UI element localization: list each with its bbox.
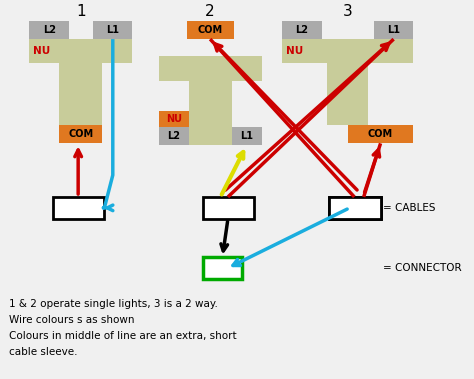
- Bar: [189, 81, 232, 145]
- Bar: [282, 39, 413, 63]
- Bar: [159, 56, 262, 81]
- Text: L1: L1: [387, 25, 400, 35]
- Bar: [187, 21, 234, 39]
- Text: L1: L1: [240, 132, 253, 141]
- Bar: [159, 111, 189, 127]
- Text: = CABLES: = CABLES: [383, 203, 436, 213]
- Bar: [159, 127, 189, 145]
- Bar: [29, 21, 69, 39]
- Bar: [329, 197, 381, 219]
- Text: 3: 3: [343, 4, 353, 19]
- Bar: [374, 21, 413, 39]
- Text: = CONNECTOR: = CONNECTOR: [383, 263, 462, 273]
- Bar: [348, 125, 413, 143]
- Text: 1: 1: [76, 4, 86, 19]
- Text: Colours in middle of line are an extra, short: Colours in middle of line are an extra, …: [9, 331, 237, 341]
- Text: Wire colours s as shown: Wire colours s as shown: [9, 315, 134, 325]
- Bar: [327, 63, 368, 125]
- Text: L1: L1: [106, 25, 119, 35]
- Text: cable sleeve.: cable sleeve.: [9, 347, 77, 357]
- Text: L2: L2: [167, 132, 180, 141]
- Text: NU: NU: [33, 46, 50, 56]
- Bar: [282, 21, 321, 39]
- Bar: [59, 125, 102, 143]
- Text: 1 & 2 operate single lights, 3 is a 2 way.: 1 & 2 operate single lights, 3 is a 2 wa…: [9, 299, 218, 309]
- Text: COM: COM: [368, 129, 393, 139]
- Bar: [203, 257, 242, 279]
- Bar: [29, 39, 132, 63]
- Text: NU: NU: [286, 46, 303, 56]
- Bar: [53, 197, 104, 219]
- Bar: [93, 21, 132, 39]
- Bar: [203, 197, 254, 219]
- Bar: [232, 127, 262, 145]
- Text: COM: COM: [198, 25, 223, 35]
- Bar: [59, 63, 102, 125]
- Text: L2: L2: [43, 25, 55, 35]
- Text: 2: 2: [205, 4, 215, 19]
- Text: NU: NU: [165, 114, 182, 124]
- Text: COM: COM: [68, 129, 93, 139]
- Text: L2: L2: [295, 25, 309, 35]
- Bar: [329, 197, 381, 219]
